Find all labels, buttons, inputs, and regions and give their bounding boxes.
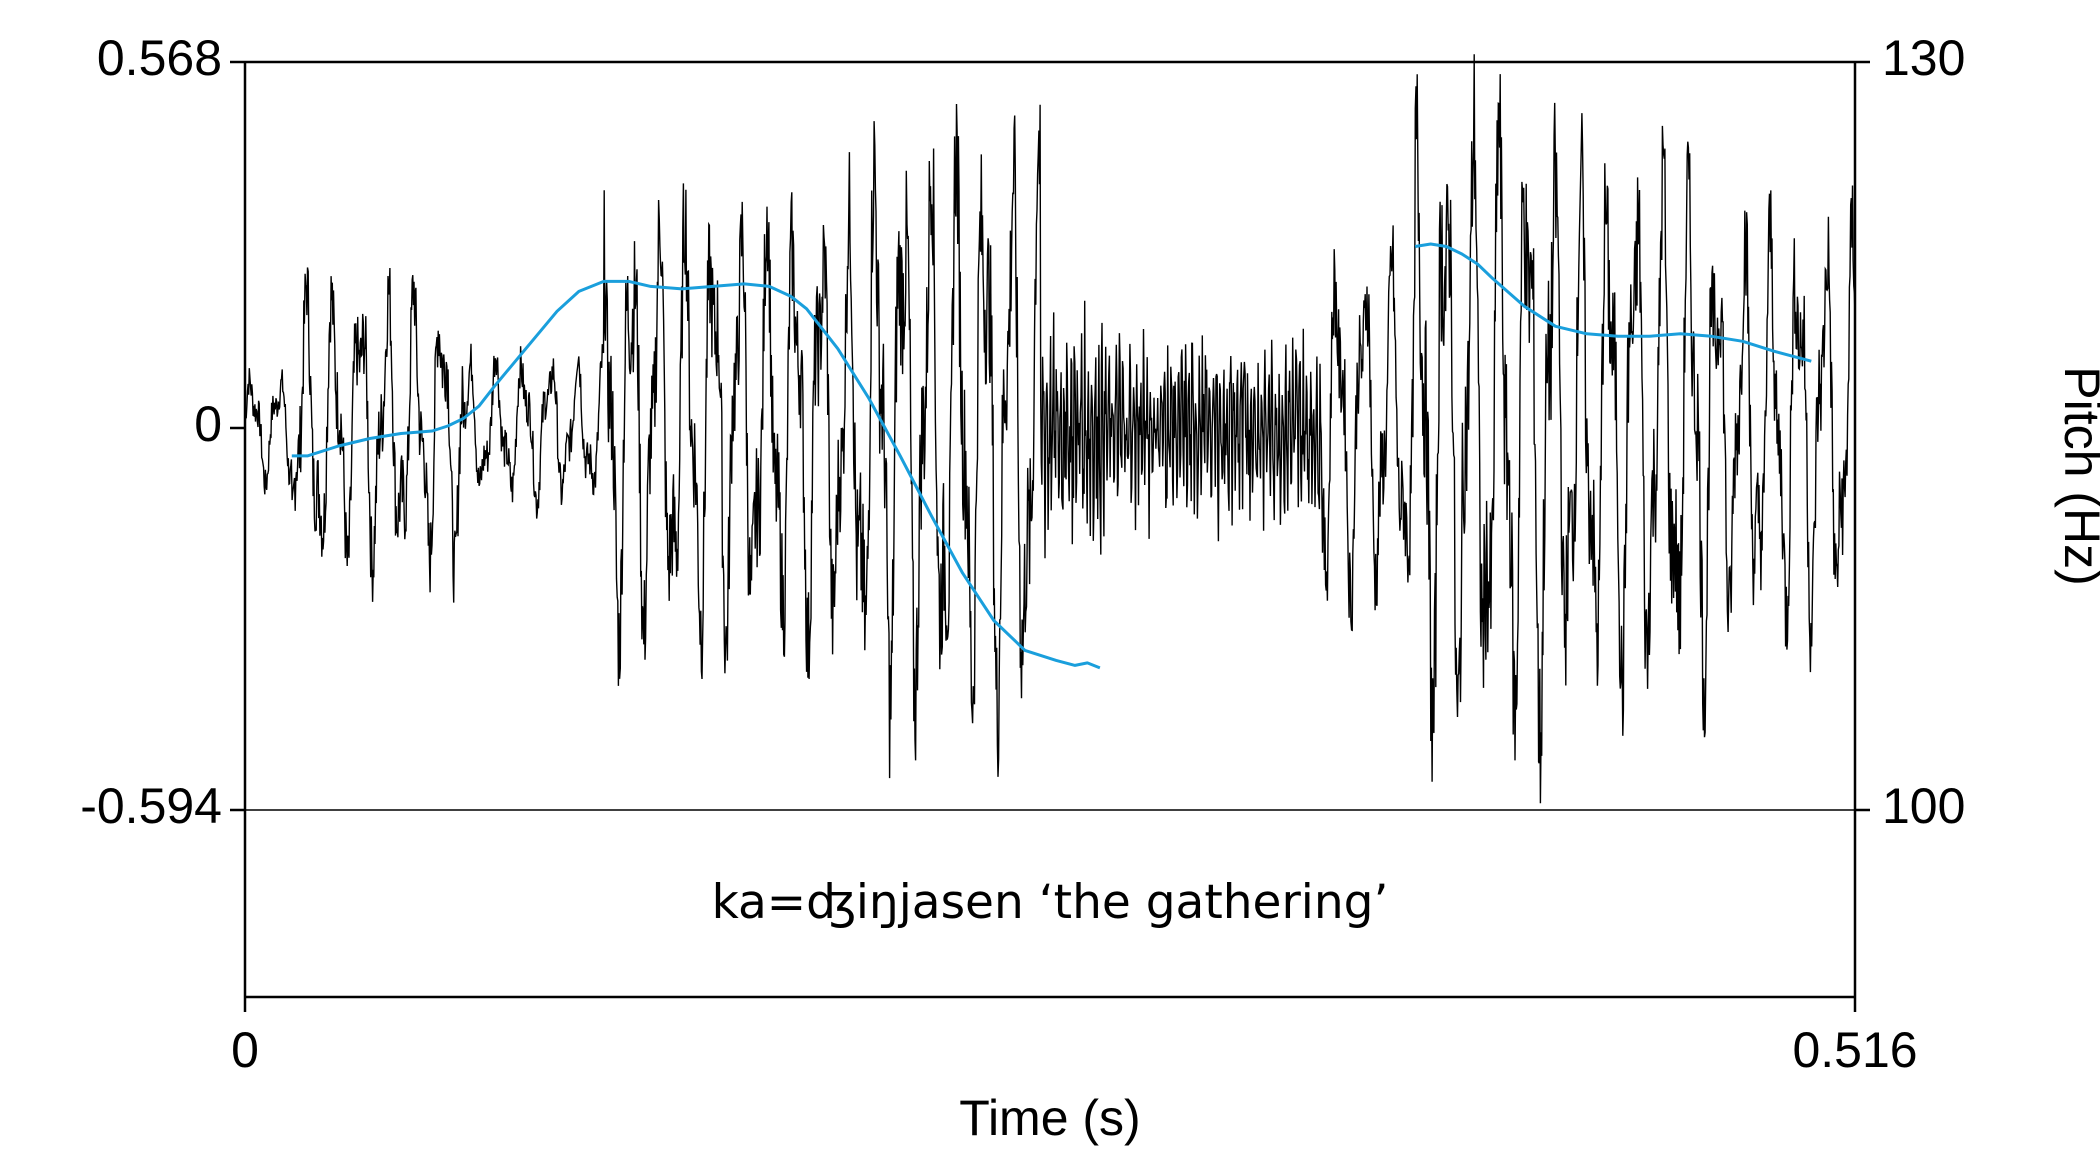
- waveform-line: [244, 54, 1856, 804]
- y-right-tick-label-top: 130: [1882, 30, 1965, 86]
- x-tick-label-end: 0.516: [1792, 1022, 1917, 1078]
- x-axis-title: Time (s): [959, 1090, 1140, 1146]
- annotation-label: ka=ʤiŋjasen ‘the gathering’: [712, 875, 1389, 930]
- pitch-contour-2: [1414, 242, 1812, 363]
- pitch-contour-1: [291, 279, 1101, 670]
- y-left-tick-label-zero: 0: [194, 396, 222, 452]
- y-left-tick-label-top: 0.568: [97, 30, 222, 86]
- y-right-axis-title: Pitch (Hz): [2054, 366, 2100, 585]
- y-right-tick-label-bottom: 100: [1882, 778, 1965, 834]
- y-left-tick-label-bottom: -0.594: [80, 778, 222, 834]
- x-tick-label-start: 0: [231, 1022, 259, 1078]
- pitch-group: [291, 242, 1812, 670]
- waveform-group: [244, 54, 1856, 804]
